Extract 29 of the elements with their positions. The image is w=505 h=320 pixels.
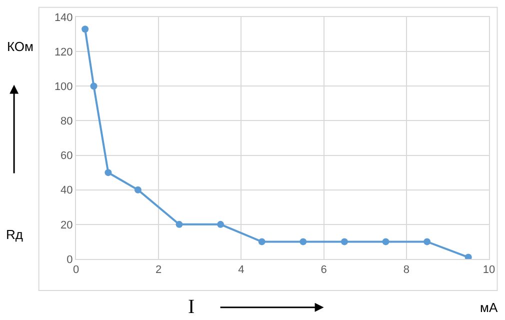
point xyxy=(217,220,224,228)
y-tick-label: 0 xyxy=(66,254,73,266)
y-tick-label: 80 xyxy=(60,116,73,128)
text: КОм xyxy=(7,39,34,54)
point xyxy=(340,238,348,246)
y-tick-label: 100 xyxy=(54,80,73,93)
y-tick-label: 20 xyxy=(60,219,73,232)
point xyxy=(300,238,307,246)
point xyxy=(90,82,98,90)
point xyxy=(134,186,142,194)
y-tick-label: 120 xyxy=(54,46,73,58)
x-tick-label: 10 xyxy=(482,264,496,276)
text: мА xyxy=(480,300,498,315)
x-tick-label: 4 xyxy=(238,264,244,276)
y-tick-label: 60 xyxy=(60,150,73,162)
x-tick-label: 2 xyxy=(156,264,162,276)
x-tick-label: 6 xyxy=(320,264,327,276)
x-axis-title: I xyxy=(188,296,195,318)
point xyxy=(464,254,472,259)
y-tick-label: 140 xyxy=(54,12,73,24)
point xyxy=(258,238,266,246)
y-tick-label: 40 xyxy=(60,184,73,197)
point xyxy=(424,238,431,246)
point xyxy=(176,220,183,228)
y-axis-title: Rд xyxy=(6,227,24,242)
point xyxy=(104,169,112,176)
point xyxy=(82,26,89,33)
point xyxy=(382,238,390,246)
x-tick-label: 8 xyxy=(403,264,410,276)
